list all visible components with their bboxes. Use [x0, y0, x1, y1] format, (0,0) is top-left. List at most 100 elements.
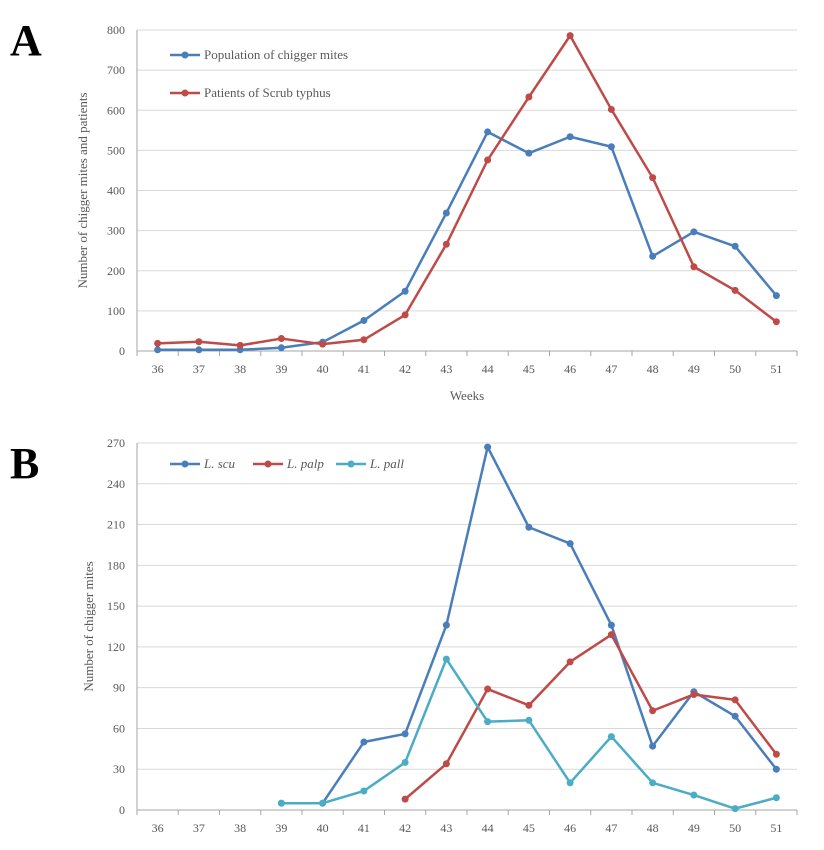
data-point — [360, 336, 368, 344]
y-tick-label: 240 — [107, 477, 125, 491]
x-tick-label: 49 — [688, 821, 700, 835]
y-tick-label: 270 — [107, 436, 125, 450]
data-point — [277, 335, 285, 343]
series-line — [281, 657, 777, 810]
x-tick-label: 38 — [234, 362, 246, 376]
legend-label: Patients of Scrub typhus — [204, 85, 331, 100]
legend-label: L. palp — [286, 456, 324, 471]
data-point — [607, 733, 615, 741]
x-tick-label: 51 — [770, 362, 782, 376]
x-tick-label: 44 — [482, 821, 494, 835]
y-tick-label: 180 — [107, 558, 125, 572]
y-tick-label: 150 — [107, 599, 125, 613]
x-tick-label: 38 — [234, 821, 246, 835]
data-point — [360, 738, 368, 746]
data-point — [525, 93, 533, 101]
data-point — [442, 209, 450, 217]
data-point — [401, 730, 409, 738]
data-point — [484, 718, 492, 726]
x-tick-label: 39 — [275, 362, 287, 376]
x-tick-label: 39 — [275, 821, 287, 835]
data-point — [607, 631, 615, 639]
data-point — [484, 685, 492, 693]
y-axis-title: Number of chigger mites and patients — [75, 92, 90, 288]
data-point — [607, 143, 615, 151]
data-point — [690, 263, 698, 271]
series-line — [281, 445, 778, 805]
data-point — [525, 701, 533, 709]
data-point — [277, 799, 285, 807]
x-tick-label: 51 — [770, 821, 782, 835]
legend-marker — [347, 460, 355, 468]
data-point — [607, 105, 615, 113]
x-tick-label: 42 — [399, 362, 411, 376]
data-point — [401, 795, 409, 803]
data-point — [772, 318, 780, 326]
chart-a: 0 100 200 300 400 500 600 700 800 36 37 38 39 40 41 42 4… — [75, 23, 798, 403]
x-tick-label: 42 — [399, 821, 411, 835]
legend-label: Population of chigger mites — [204, 47, 348, 62]
data-point — [690, 228, 698, 236]
x-tick-label: 46 — [564, 821, 576, 835]
data-point — [772, 292, 780, 300]
x-tick-label: 46 — [564, 362, 576, 376]
data-point — [772, 794, 780, 802]
data-point — [525, 523, 533, 531]
data-point — [649, 707, 657, 715]
data-point — [154, 339, 162, 347]
panel-letter-b: B — [10, 439, 39, 488]
data-point — [607, 621, 615, 629]
data-point — [277, 344, 285, 352]
series-line — [404, 633, 778, 801]
data-point — [731, 696, 739, 704]
data-point — [484, 156, 492, 164]
data-point — [484, 443, 492, 451]
legend-marker — [181, 89, 189, 97]
legend-marker — [181, 51, 189, 59]
x-tick-label: 37 — [193, 362, 205, 376]
data-point — [690, 791, 698, 799]
data-point — [195, 346, 203, 354]
x-tick-label: 41 — [358, 821, 370, 835]
data-point — [360, 317, 368, 325]
y-tick-label: 210 — [107, 518, 125, 532]
data-point — [566, 779, 574, 787]
x-tick-label: 37 — [193, 821, 205, 835]
x-tick-label: 49 — [688, 362, 700, 376]
y-tick-label: 200 — [107, 264, 125, 278]
x-tick-label: 40 — [317, 362, 329, 376]
y-tick-label: 300 — [107, 224, 125, 238]
legend-label: L. pall — [369, 456, 404, 471]
data-point — [566, 32, 574, 40]
x-tick-label: 44 — [482, 362, 494, 376]
data-point — [649, 174, 657, 182]
x-tick-label: 50 — [729, 821, 741, 835]
data-point — [566, 133, 574, 141]
x-tick-label: 48 — [647, 821, 659, 835]
series-line — [157, 130, 778, 352]
y-tick-label: 0 — [119, 344, 125, 358]
data-point — [401, 758, 409, 766]
data-point — [731, 805, 739, 813]
x-tick-label: 40 — [317, 821, 329, 835]
data-point — [236, 341, 244, 349]
x-tick-label: 36 — [152, 362, 164, 376]
legend-marker — [181, 460, 189, 468]
data-point — [649, 742, 657, 750]
x-tick-label: 45 — [523, 362, 535, 376]
x-tick-label: 48 — [647, 362, 659, 376]
data-point — [442, 240, 450, 248]
data-point — [319, 799, 327, 807]
data-point — [525, 149, 533, 157]
series-line — [157, 34, 778, 347]
x-tick-label: 47 — [605, 821, 617, 835]
data-point — [319, 340, 327, 348]
panel-letter-a: A — [10, 16, 42, 65]
data-point — [566, 540, 574, 548]
x-tick-label: 47 — [605, 362, 617, 376]
data-point — [772, 765, 780, 773]
data-point — [649, 779, 657, 787]
chart-b: 0 30 60 90 120 150 180 210 240 270 36 37 38 39 40 41 42 4… — [81, 436, 798, 835]
x-tick-label: 43 — [440, 821, 452, 835]
